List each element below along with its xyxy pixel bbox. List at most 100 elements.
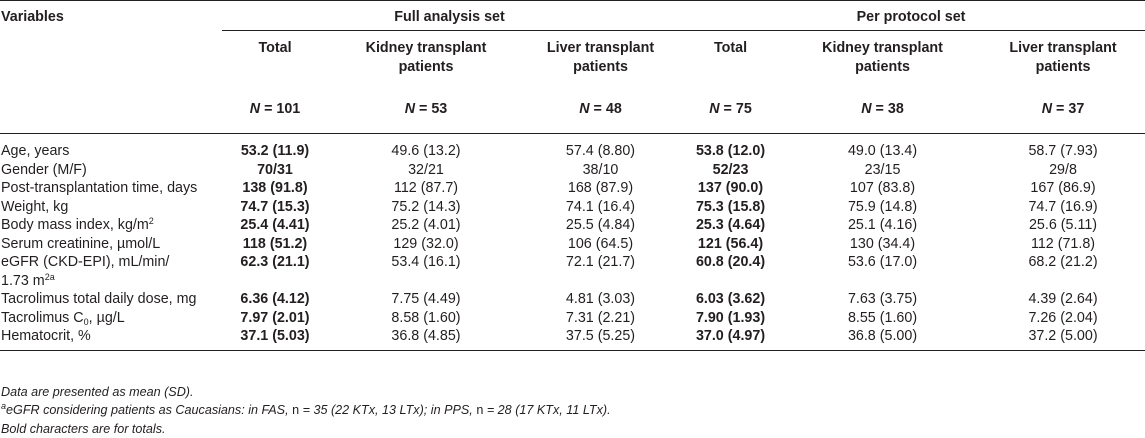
cell-pps-liver: 167 (86.9)	[1030, 180, 1096, 196]
n-pps-liver: N = 37	[981, 97, 1145, 134]
cell-pps-kidney: 107 (83.8)	[849, 180, 916, 196]
n-fas-total: N = 101	[222, 97, 328, 134]
cell-fas-kidney: 112 (87.7)	[393, 180, 459, 196]
cell-pps-kidney: 49.0 (13.4)	[847, 143, 918, 159]
footnote-egfr: aeGFR considering patients as Caucasians…	[1, 401, 611, 418]
table-row: Hematocrit, % 37.1 (5.03) 36.8 (4.85) 37…	[0, 327, 1145, 351]
cell-fas-kidney: 53.4 (16.1)	[391, 254, 461, 270]
cell-pps-total: 53.8 (12.0)	[695, 143, 766, 159]
group-header-pps: Per protocol set	[677, 4, 1145, 31]
footnote-bold: Bold characters are for totals.	[1, 421, 166, 436]
cell-fas-total: 138 (91.8)	[242, 180, 308, 196]
cell-fas-liver: 57.4 (8.80)	[565, 143, 636, 159]
cell-fas-liver: 38/10	[582, 161, 619, 178]
footnote-data-format: Data are presented as mean (SD).	[1, 385, 194, 399]
cell-pps-kidney: 7.63 (3.75)	[847, 291, 918, 307]
cell-pps-total: 37.0 (4.97)	[677, 327, 785, 351]
table-row: Weight, kg 74.7 (15.3) 75.2 (14.3) 74.1 …	[0, 198, 1145, 217]
n-fas-liver: N = 48	[524, 97, 678, 134]
cell-pps-kidney: 130 (34.4)	[849, 235, 916, 252]
cell-fas-kidney: 36.8 (4.85)	[328, 327, 524, 351]
cell-fas-liver: 37.5 (5.25)	[524, 327, 678, 351]
group-header-row: Variables Full analysis set Per protocol…	[0, 4, 1145, 31]
cell-pps-total: 52/23	[712, 161, 749, 178]
table-row: Post-transplantation time, days 138 (91.…	[0, 179, 1145, 198]
col-header-pps-liver: Liver transplant patients	[1009, 40, 1117, 75]
cell-fas-kidney: 129 (32.0)	[393, 235, 459, 252]
cell-fas-liver: 106 (64.5)	[567, 235, 634, 252]
cell-pps-liver: 112 (71.8)	[1030, 235, 1096, 252]
cell-pps-liver: 7.26 (2.04)	[1028, 309, 1098, 326]
cell-pps-total: 25.3 (4.64)	[695, 217, 766, 233]
cell-fas-liver: 4.81 (3.03)	[565, 291, 636, 307]
cell-pps-total: 60.8 (20.4)	[695, 254, 766, 270]
table-row: Body mass index, kg/m2 25.4 (4.41) 25.2 …	[0, 216, 1145, 235]
cell-fas-liver: 7.31 (2.21)	[565, 309, 636, 326]
col-header-fas-total: Total	[258, 40, 292, 56]
cell-pps-liver: 25.6 (5.11)	[1028, 217, 1098, 233]
table-row: Serum creatinine, µmol/L 118 (51.2) 129 …	[0, 235, 1145, 254]
cell-pps-kidney: 8.55 (1.60)	[847, 309, 918, 326]
table-row: eGFR (CKD-EPI), mL/min/1.73 m2a 62.3 (21…	[0, 253, 1145, 290]
cell-pps-total: 137 (90.0)	[697, 180, 764, 196]
row-label: Weight, kg	[1, 198, 69, 215]
row-label: eGFR (CKD-EPI), mL/min/1.73 m2a	[1, 254, 170, 289]
row-label: Tacrolimus total daily dose, mg	[1, 291, 197, 307]
n-pps-kidney: N = 38	[784, 97, 982, 134]
cell-pps-kidney: 25.1 (4.16)	[847, 217, 918, 233]
group-header-fas: Full analysis set	[222, 4, 678, 31]
cell-pps-kidney: 36.8 (5.00)	[784, 327, 982, 351]
cell-fas-kidney: 8.58 (1.60)	[391, 309, 461, 326]
table-row: Age, years 53.2 (11.9) 49.6 (13.2) 57.4 …	[0, 142, 1145, 161]
n-row: N = 101 N = 53 N = 48 N = 75 N = 38 N = …	[0, 97, 1145, 134]
n-fas-kidney: N = 53	[328, 97, 524, 134]
cell-fas-liver: 72.1 (21.7)	[565, 254, 636, 270]
row-label: Hematocrit, %	[0, 327, 222, 351]
row-label: Age, years	[1, 143, 70, 159]
cell-fas-total: 37.1 (5.03)	[222, 327, 328, 351]
variables-header: Variables	[1, 9, 64, 25]
cell-fas-total: 118 (51.2)	[242, 235, 308, 252]
col-header-fas-liver: Liver transplant patients	[546, 40, 655, 75]
cell-pps-total: 121 (56.4)	[697, 235, 764, 252]
col-header-pps-kidney: Kidney transplant patients	[822, 40, 943, 75]
column-header-row: Total Kidney transplant patients Liver t…	[0, 31, 1145, 98]
table-row: Gender (M/F) 70/31 32/21 38/10 52/23 23/…	[0, 161, 1145, 180]
cell-pps-kidney: 75.9 (14.8)	[847, 198, 918, 215]
row-label: Gender (M/F)	[1, 161, 87, 178]
table-footnotes: Data are presented as mean (SD). aeGFR c…	[1, 383, 1141, 438]
cell-fas-total: 6.36 (4.12)	[240, 291, 310, 307]
cell-pps-liver: 29/8	[1049, 161, 1077, 178]
cell-fas-kidney: 75.2 (14.3)	[391, 198, 461, 215]
cell-fas-total: 70/31	[257, 161, 293, 178]
cell-pps-liver: 68.2 (21.2)	[1028, 254, 1098, 270]
row-label: Post-transplantation time, days	[1, 180, 198, 196]
table-row: Tacrolimus C0, µg/L 7.97 (2.01) 8.58 (1.…	[0, 309, 1145, 328]
col-header-pps-total: Total	[713, 40, 748, 56]
cell-fas-liver: 168 (87.9)	[567, 180, 634, 196]
cell-fas-kidney: 25.2 (4.01)	[391, 217, 461, 233]
cell-pps-total: 7.90 (1.93)	[695, 309, 766, 326]
cell-fas-kidney: 32/21	[408, 161, 444, 178]
cell-pps-kidney: 53.6 (17.0)	[847, 254, 918, 270]
cell-fas-total: 25.4 (4.41)	[240, 217, 310, 233]
cell-fas-kidney: 7.75 (4.49)	[391, 291, 461, 307]
cell-fas-total: 74.7 (15.3)	[240, 198, 310, 215]
cell-pps-total: 6.03 (3.62)	[695, 291, 766, 307]
characteristics-table: Variables Full analysis set Per protocol…	[0, 4, 1145, 351]
row-label: Serum creatinine, µmol/L	[1, 235, 161, 252]
cell-pps-liver: 74.7 (16.9)	[1028, 198, 1098, 215]
row-label: Body mass index, kg/m2	[1, 216, 154, 234]
row-label: Tacrolimus C0, µg/L	[1, 309, 125, 327]
cell-pps-liver: 37.2 (5.00)	[981, 327, 1145, 351]
n-pps-total: N = 75	[677, 97, 785, 134]
top-rule	[0, 0, 1145, 1]
cell-pps-liver: 4.39 (2.64)	[1028, 291, 1098, 307]
cell-fas-total: 62.3 (21.1)	[240, 254, 310, 270]
cell-fas-liver: 25.5 (4.84)	[565, 217, 636, 233]
cell-fas-kidney: 49.6 (13.2)	[391, 143, 461, 159]
cell-pps-liver: 58.7 (7.93)	[1028, 143, 1098, 159]
col-header-fas-kidney: Kidney transplant patients	[365, 40, 487, 75]
cell-fas-total: 7.97 (2.01)	[240, 309, 310, 326]
